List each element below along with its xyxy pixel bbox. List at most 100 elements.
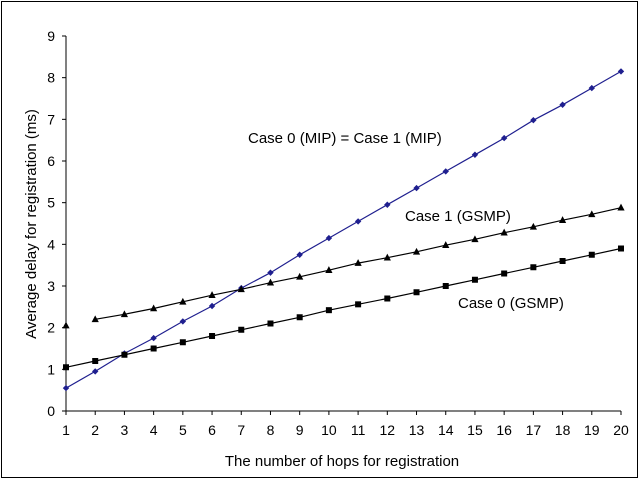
data-point xyxy=(617,203,625,211)
data-point xyxy=(413,184,420,192)
data-point xyxy=(120,310,129,318)
x-tick-label: 3 xyxy=(121,422,129,438)
data-point xyxy=(413,289,420,296)
data-point xyxy=(179,297,187,305)
x-axis-title: The number of hops for registration xyxy=(225,453,459,470)
data-point xyxy=(617,68,625,75)
data-point xyxy=(529,222,537,230)
data-point xyxy=(471,276,478,283)
y-tick-label: 5 xyxy=(47,195,55,211)
data-point xyxy=(208,302,216,310)
data-point xyxy=(588,210,596,218)
data-point xyxy=(150,345,157,352)
data-point xyxy=(296,314,303,321)
data-point xyxy=(500,228,508,236)
x-tick-label: 11 xyxy=(351,422,366,438)
data-point xyxy=(121,351,128,358)
data-point xyxy=(559,258,566,264)
x-tick-label: 6 xyxy=(208,422,216,438)
y-tick-label: 2 xyxy=(47,320,55,336)
data-point xyxy=(325,307,332,314)
data-point xyxy=(325,234,333,242)
data-point xyxy=(296,272,304,280)
x-tick-label: 20 xyxy=(613,422,629,438)
data-point xyxy=(208,291,216,298)
x-tick-label: 10 xyxy=(321,422,337,438)
data-point xyxy=(471,151,479,158)
data-point xyxy=(384,201,391,208)
data-point xyxy=(558,216,567,223)
x-tick-label: 14 xyxy=(438,422,454,438)
x-tick-label: 15 xyxy=(467,422,483,438)
x-tick-label: 18 xyxy=(555,422,571,438)
x-tick-label: 19 xyxy=(584,422,600,438)
x-tick-label: 1 xyxy=(62,422,70,438)
y-tick-label: 6 xyxy=(47,153,55,169)
x-tick-label: 7 xyxy=(237,422,245,438)
x-tick-label: 2 xyxy=(91,422,99,438)
x-tick-label: 13 xyxy=(409,422,425,438)
data-point xyxy=(354,259,362,266)
series-line-2 xyxy=(65,247,622,368)
series-line-0 xyxy=(65,70,622,389)
data-point xyxy=(530,116,537,124)
data-point xyxy=(238,326,245,333)
data-point xyxy=(267,320,274,327)
y-tick-label: 1 xyxy=(47,361,55,377)
x-tick-label: 5 xyxy=(179,422,187,438)
data-point xyxy=(62,321,70,329)
data-point xyxy=(383,253,391,261)
data-point xyxy=(559,101,566,108)
x-tick-label: 8 xyxy=(267,422,275,438)
data-point xyxy=(209,333,216,339)
data-point xyxy=(442,168,449,175)
data-point xyxy=(179,339,186,346)
data-point xyxy=(442,241,450,248)
series-layer xyxy=(62,68,625,392)
data-point xyxy=(412,247,421,255)
y-axis-title: Average delay for registration (ms) xyxy=(23,109,40,339)
data-point xyxy=(500,134,508,142)
data-point xyxy=(442,283,449,289)
y-tick-label: 7 xyxy=(47,111,55,127)
y-tick-label: 0 xyxy=(47,403,55,419)
series-label-case0-gsmp: Case 0 (GSMP) xyxy=(458,295,564,312)
data-point xyxy=(471,235,479,243)
y-tick-label: 9 xyxy=(47,28,55,44)
data-point xyxy=(266,278,275,286)
x-tick-label: 4 xyxy=(150,422,158,438)
data-point xyxy=(267,269,274,276)
data-point xyxy=(355,301,362,308)
x-tick-label: 16 xyxy=(496,422,512,438)
data-point xyxy=(62,384,70,392)
x-tick-label: 17 xyxy=(526,422,542,438)
x-tick-label: 12 xyxy=(380,422,396,438)
data-point xyxy=(237,285,245,293)
data-point xyxy=(325,266,333,273)
data-point xyxy=(501,270,508,277)
data-point xyxy=(588,251,595,258)
data-point xyxy=(150,334,157,342)
data-point xyxy=(179,318,187,325)
series-label-case1-gsmp: Case 1 (GSMP) xyxy=(405,208,511,225)
data-point xyxy=(530,264,537,271)
data-point xyxy=(354,218,362,225)
data-point xyxy=(63,364,69,371)
data-point xyxy=(296,251,303,258)
series-label-mip: Case 0 (MIP) = Case 1 (MIP) xyxy=(248,130,442,147)
data-point xyxy=(588,84,595,92)
y-tick-label: 4 xyxy=(47,236,55,252)
data-point xyxy=(92,358,99,364)
data-point xyxy=(92,368,99,375)
x-tick-label: 9 xyxy=(296,422,304,438)
data-point xyxy=(91,315,99,323)
data-point xyxy=(384,295,391,302)
y-tick-label: 3 xyxy=(47,278,55,294)
data-point xyxy=(150,304,158,312)
data-point xyxy=(618,245,624,252)
y-tick-label: 8 xyxy=(47,70,55,86)
